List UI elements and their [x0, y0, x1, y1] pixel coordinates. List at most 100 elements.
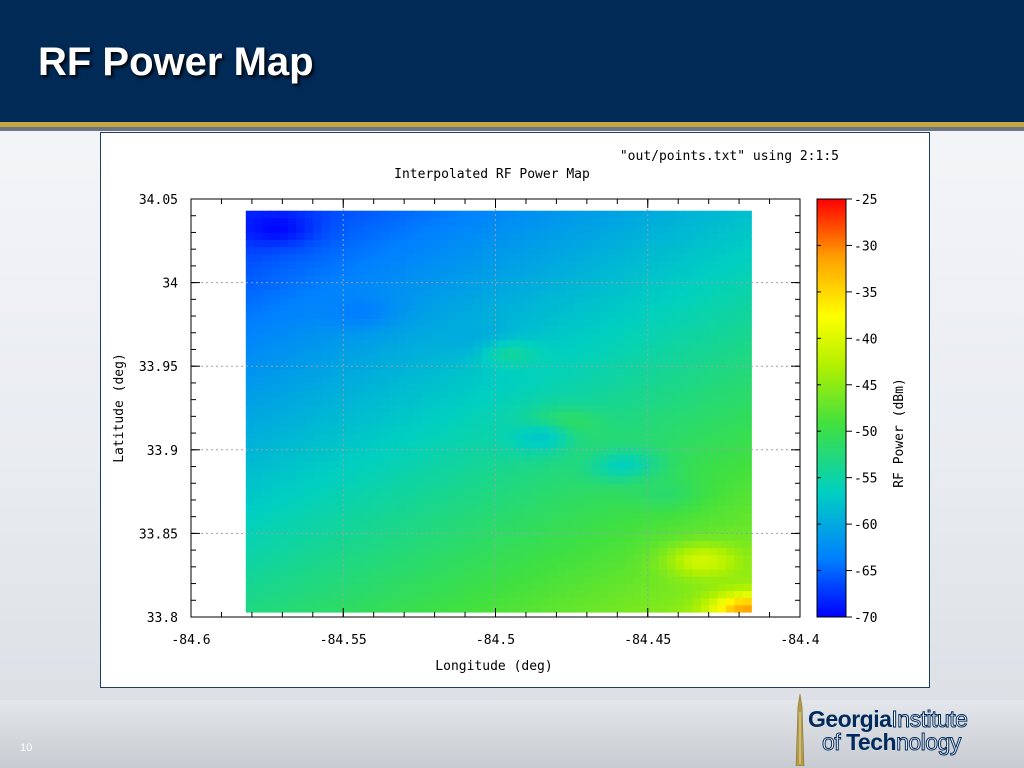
heatmap-cell [700, 296, 710, 305]
heatmap-cell [599, 246, 609, 255]
heatmap-cell [700, 354, 710, 362]
heatmap-cell [473, 504, 483, 513]
heatmap-cell [633, 282, 643, 291]
heatmap-cell [414, 246, 424, 255]
heatmap-cell [717, 561, 727, 570]
heatmap-cell [338, 440, 348, 448]
heatmap-cell [321, 418, 331, 427]
heatmap-cell [515, 361, 525, 369]
heatmap-cell [591, 597, 601, 606]
heatmap-cell [389, 346, 399, 355]
heatmap-cell [658, 475, 668, 484]
heatmap-cell [734, 432, 744, 441]
heatmap-cell [448, 540, 458, 549]
heatmap-cell [414, 325, 424, 334]
heatmap-cell [683, 354, 693, 362]
heatmap-cell [448, 404, 458, 412]
heatmap-cell [641, 382, 651, 391]
heatmap-cell [481, 225, 491, 233]
heatmap-cell [254, 475, 264, 484]
heatmap-cell [675, 576, 685, 584]
heatmap-cell [650, 325, 660, 334]
heatmap-cell [414, 554, 424, 563]
heatmap-cell [641, 568, 651, 577]
heatmap-cell [271, 497, 281, 506]
heatmap-cell [313, 375, 323, 384]
heatmap-cell [245, 311, 255, 319]
heatmap-cell [616, 597, 626, 606]
heatmap-cell [372, 289, 382, 298]
heatmap-cell [380, 518, 390, 527]
heatmap-cell [591, 554, 601, 563]
heatmap-cell [717, 454, 727, 463]
heatmap-cell [515, 568, 525, 577]
heatmap-cell [734, 339, 744, 348]
heatmap-cell [355, 339, 365, 348]
heatmap-cell [422, 354, 432, 362]
heatmap-cell [667, 540, 677, 549]
heatmap-cell [338, 432, 348, 441]
heatmap-cell [464, 425, 474, 434]
heatmap-cell [422, 511, 432, 520]
heatmap-cell [254, 526, 264, 534]
heatmap-cell [448, 576, 458, 584]
heatmap-cell [717, 461, 727, 470]
heatmap-cell [549, 375, 559, 384]
heatmap-cell [717, 540, 727, 549]
heatmap-cell [540, 368, 550, 377]
heatmap-cell [692, 382, 702, 391]
heatmap-cell [321, 404, 331, 412]
heatmap-cell [726, 397, 736, 405]
heatmap-cell [355, 217, 365, 226]
heatmap-cell [304, 268, 314, 276]
heatmap-cell [523, 440, 533, 448]
heatmap-cell [422, 497, 432, 506]
heatmap-cell [287, 447, 297, 455]
heatmap-cell [515, 253, 525, 262]
heatmap-cell [515, 554, 525, 563]
heatmap-cell [624, 210, 634, 219]
heatmap-cell [532, 497, 542, 506]
heatmap-cell [633, 289, 643, 298]
heatmap-cell [549, 325, 559, 334]
heatmap-cell [650, 547, 660, 556]
heatmap-cell [683, 318, 693, 326]
heatmap-cell [734, 246, 744, 255]
heatmap-cell [532, 232, 542, 240]
heatmap-cell [414, 497, 424, 506]
heatmap-cell [557, 590, 567, 599]
heatmap-cell [591, 332, 601, 341]
heatmap-cell [490, 554, 500, 563]
heatmap-cell [448, 275, 458, 283]
heatmap-cell [582, 511, 592, 520]
heatmap-cell [431, 540, 441, 549]
heatmap-cell [700, 311, 710, 319]
heatmap-cell [439, 361, 449, 369]
heatmap-cell [287, 518, 297, 527]
heatmap-cell [624, 389, 634, 398]
heatmap-cell [675, 604, 685, 613]
heatmap-cell [397, 533, 407, 541]
heatmap-cell [608, 253, 618, 262]
heatmap-cell [372, 533, 382, 541]
heatmap-cell [624, 339, 634, 348]
heatmap-cell [464, 583, 474, 592]
heatmap-cell [262, 275, 272, 283]
heatmap-cell [456, 318, 466, 326]
heatmap-cell [414, 561, 424, 570]
heatmap-cell [448, 318, 458, 326]
heatmap-cell [456, 411, 466, 420]
heatmap-cell [633, 497, 643, 506]
heatmap-cell [464, 354, 474, 362]
heatmap-cell [271, 583, 281, 592]
heatmap-cell [624, 533, 634, 541]
heatmap-cell [633, 268, 643, 276]
heatmap-cell [700, 554, 710, 563]
heatmap-cell [338, 382, 348, 391]
heatmap-cell [700, 511, 710, 520]
heatmap-cell [363, 246, 373, 255]
heatmap-cell [422, 518, 432, 527]
heatmap-cell [490, 568, 500, 577]
heatmap-cell [574, 289, 584, 298]
heatmap-cell [473, 382, 483, 391]
